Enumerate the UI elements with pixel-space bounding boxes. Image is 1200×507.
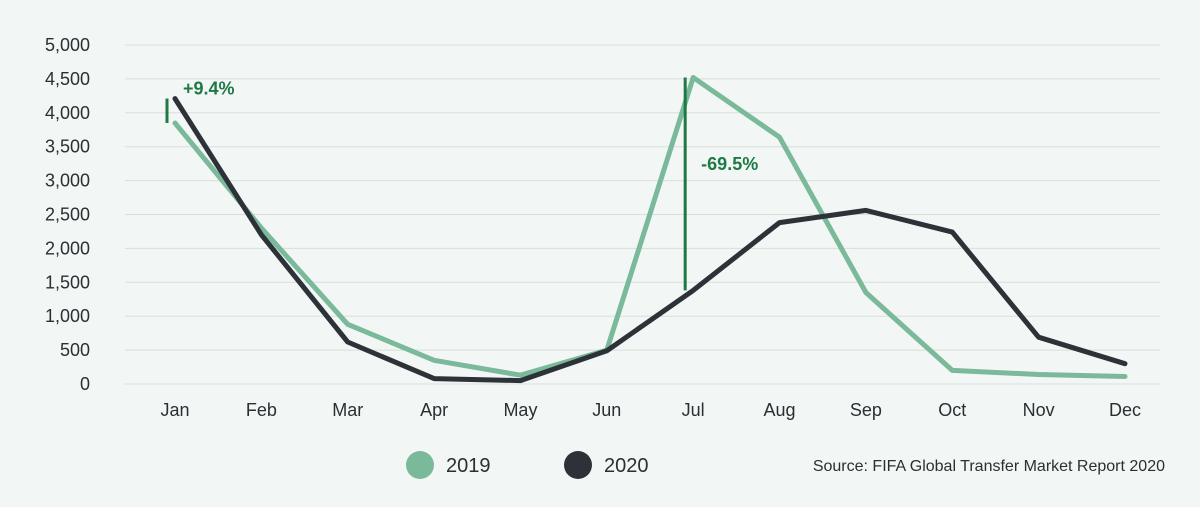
y-tick-label: 1,500: [45, 272, 90, 292]
series-line-2019: [172, 75, 1128, 379]
x-tick-label: Aug: [764, 400, 796, 420]
y-tick-label: 500: [60, 340, 90, 360]
y-tick-label: 2,500: [45, 205, 90, 225]
x-tick-label: Dec: [1109, 400, 1141, 420]
y-tick-label: 4,500: [45, 69, 90, 89]
y-tick-label: 4,000: [45, 103, 90, 123]
x-tick-label: Apr: [420, 400, 448, 420]
x-tick-label: Oct: [938, 400, 966, 420]
legend-marker-2020: [564, 451, 592, 479]
y-tick-label: 0: [80, 374, 90, 394]
source-note: Source: FIFA Global Transfer Market Repo…: [813, 458, 1165, 475]
annotation-label: -69.5%: [701, 154, 758, 174]
x-tick-label: Mar: [332, 400, 363, 420]
legend-label: 2019: [446, 455, 491, 477]
series-line-2020: [172, 96, 1128, 384]
x-tick-label: May: [503, 400, 537, 420]
y-tick-label: 3,000: [45, 171, 90, 191]
x-tick-label: Feb: [246, 400, 277, 420]
y-tick-label: 5,000: [45, 35, 90, 55]
legend-label: 2020: [604, 455, 649, 477]
y-tick-label: 2,000: [45, 238, 90, 258]
x-tick-label: Jul: [682, 400, 705, 420]
legend-marker-2019: [406, 451, 434, 479]
x-tick-label: Jan: [160, 400, 189, 420]
annotation-label: +9.4%: [183, 79, 235, 99]
y-tick-label: 1,000: [45, 306, 90, 326]
x-tick-label: Nov: [1023, 400, 1055, 420]
x-tick-label: Sep: [850, 400, 882, 420]
x-tick-label: Jun: [592, 400, 621, 420]
y-tick-label: 3,500: [45, 137, 90, 157]
